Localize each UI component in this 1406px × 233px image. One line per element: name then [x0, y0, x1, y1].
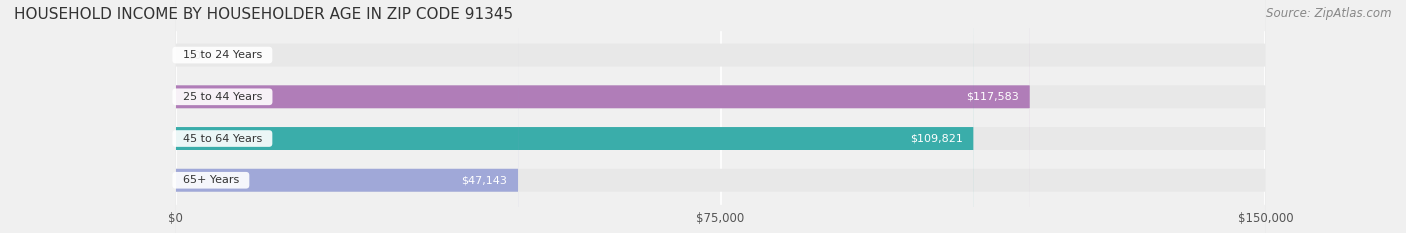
Text: HOUSEHOLD INCOME BY HOUSEHOLDER AGE IN ZIP CODE 91345: HOUSEHOLD INCOME BY HOUSEHOLDER AGE IN Z… [14, 7, 513, 22]
Text: 65+ Years: 65+ Years [176, 175, 246, 185]
Text: $117,583: $117,583 [966, 92, 1019, 102]
Text: 15 to 24 Years: 15 to 24 Years [176, 50, 269, 60]
FancyBboxPatch shape [176, 0, 1031, 233]
FancyBboxPatch shape [176, 0, 1265, 233]
Text: $47,143: $47,143 [461, 175, 508, 185]
FancyBboxPatch shape [176, 0, 1265, 233]
Text: $109,821: $109,821 [910, 134, 963, 144]
FancyBboxPatch shape [176, 0, 973, 233]
Text: 45 to 64 Years: 45 to 64 Years [176, 134, 269, 144]
Text: Source: ZipAtlas.com: Source: ZipAtlas.com [1267, 7, 1392, 20]
Text: $0: $0 [187, 50, 201, 60]
FancyBboxPatch shape [176, 0, 1265, 233]
Text: 25 to 44 Years: 25 to 44 Years [176, 92, 269, 102]
FancyBboxPatch shape [176, 0, 519, 233]
FancyBboxPatch shape [176, 0, 1265, 233]
